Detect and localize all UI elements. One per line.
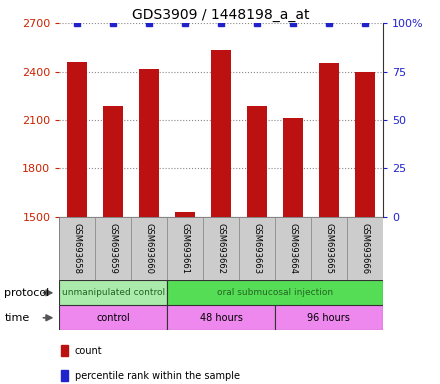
Text: count: count — [75, 346, 103, 356]
Bar — [167, 280, 383, 305]
Text: GSM693660: GSM693660 — [145, 223, 154, 274]
Bar — [275, 305, 383, 330]
Bar — [67, 62, 87, 217]
Bar — [167, 217, 203, 280]
Bar — [139, 69, 159, 217]
Text: 96 hours: 96 hours — [308, 313, 350, 323]
Text: percentile rank within the sample: percentile rank within the sample — [75, 371, 240, 381]
Text: GSM693666: GSM693666 — [360, 223, 369, 274]
Bar — [95, 217, 131, 280]
Text: oral submucosal injection: oral submucosal injection — [217, 288, 333, 297]
Bar — [239, 217, 275, 280]
Text: control: control — [96, 313, 130, 323]
Bar — [347, 217, 383, 280]
Text: protocol: protocol — [4, 288, 50, 298]
Bar — [283, 118, 303, 217]
Bar — [211, 50, 231, 217]
Text: GSM693664: GSM693664 — [289, 223, 297, 274]
Bar — [319, 63, 339, 217]
Bar — [131, 217, 167, 280]
Text: 48 hours: 48 hours — [200, 313, 242, 323]
Bar — [59, 217, 95, 280]
Bar — [247, 106, 267, 217]
Bar — [61, 370, 68, 381]
Text: unmanipulated control: unmanipulated control — [62, 288, 165, 297]
Title: GDS3909 / 1448198_a_at: GDS3909 / 1448198_a_at — [132, 8, 310, 22]
Bar — [275, 217, 311, 280]
Text: GSM693665: GSM693665 — [324, 223, 334, 274]
Text: time: time — [4, 313, 29, 323]
Bar — [355, 72, 375, 217]
Text: GSM693662: GSM693662 — [216, 223, 226, 274]
Bar — [167, 305, 275, 330]
Bar — [59, 280, 167, 305]
Text: GSM693659: GSM693659 — [109, 223, 118, 274]
Text: GSM693661: GSM693661 — [181, 223, 190, 274]
Bar — [103, 106, 123, 217]
Bar — [59, 305, 167, 330]
Text: GSM693663: GSM693663 — [253, 223, 261, 274]
Bar — [203, 217, 239, 280]
Text: GSM693658: GSM693658 — [73, 223, 82, 274]
Bar — [311, 217, 347, 280]
Bar — [61, 345, 68, 356]
Bar — [175, 212, 195, 217]
